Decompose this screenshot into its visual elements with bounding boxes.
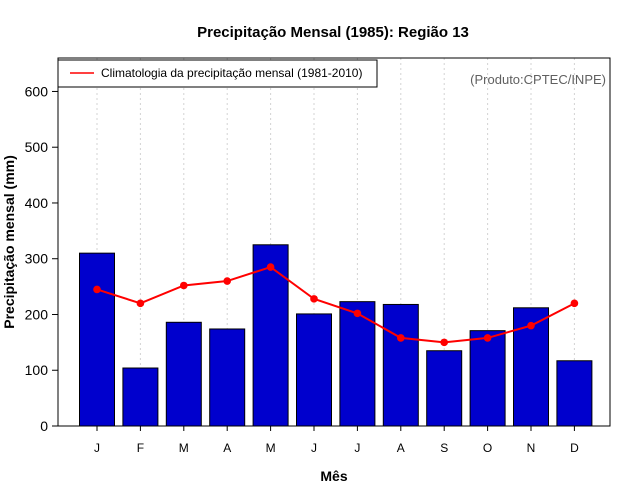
- x-tick-label: D: [570, 441, 579, 455]
- bar-8: [382, 303, 419, 427]
- bar-9: [426, 350, 463, 427]
- bar-2: [122, 367, 159, 427]
- x-tick-label: M: [179, 441, 189, 455]
- y-tick-label: 500: [25, 139, 49, 155]
- y-tick-label: 0: [40, 418, 48, 434]
- climatology-point-5: [266, 263, 275, 271]
- bar-1: [79, 252, 115, 427]
- legend-box: [57, 59, 378, 88]
- climatology-point-6: [310, 295, 318, 303]
- x-tick-label: O: [483, 441, 492, 455]
- climatology-point-7: [353, 309, 362, 318]
- climatology-point-9: [440, 338, 449, 347]
- bar-12: [556, 360, 593, 427]
- credit-annotation: (Produto:CPTEC/INPE): [470, 72, 606, 87]
- plot-frame: [57, 57, 611, 427]
- x-axis-label: Mês: [320, 468, 347, 484]
- climatology-point-8: [397, 334, 405, 342]
- y-tick-label: 300: [25, 251, 49, 267]
- climatology-point-1: [93, 285, 101, 294]
- y-axis: 0 100 200 300 400 500 600: [25, 83, 58, 434]
- legend-entry-climatology: Climatologia da precipitação mensal (198…: [101, 66, 362, 80]
- chart-title: Precipitação Mensal (1985): Região 13: [197, 24, 469, 41]
- climatology-point-2: [136, 299, 145, 308]
- y-tick-label: 600: [25, 83, 49, 99]
- bar-3: [165, 321, 202, 427]
- bar-4: [209, 328, 246, 427]
- x-tick-label: N: [527, 441, 536, 455]
- x-tick-label: M: [266, 441, 276, 455]
- y-tick-label: 100: [25, 362, 49, 378]
- climatology-polyline: [96, 265, 575, 344]
- x-tick-label: A: [223, 441, 231, 455]
- climatology-line: [93, 263, 579, 347]
- y-tick-label: 400: [25, 195, 49, 211]
- climatology-point-11: [527, 321, 535, 330]
- y-tick-label: 200: [25, 306, 49, 322]
- climatology-point-4: [223, 277, 231, 285]
- legend: Climatologia da precipitação mensal (198…: [57, 59, 378, 88]
- bar-6: [296, 313, 332, 427]
- x-tick-label: J: [94, 441, 100, 455]
- climatology-point-10: [483, 334, 492, 342]
- climatology-point-12: [570, 299, 579, 308]
- x-tick-label: A: [397, 441, 405, 455]
- climatology-point-3: [180, 281, 188, 290]
- y-axis-label: Precipitação mensal (mm): [1, 155, 17, 329]
- x-tick-label: F: [137, 441, 144, 455]
- x-tick-label: J: [311, 441, 317, 455]
- bar-10: [469, 330, 506, 427]
- x-tick-label: S: [440, 441, 448, 455]
- x-tick-label: J: [354, 441, 360, 455]
- bars: [79, 244, 593, 427]
